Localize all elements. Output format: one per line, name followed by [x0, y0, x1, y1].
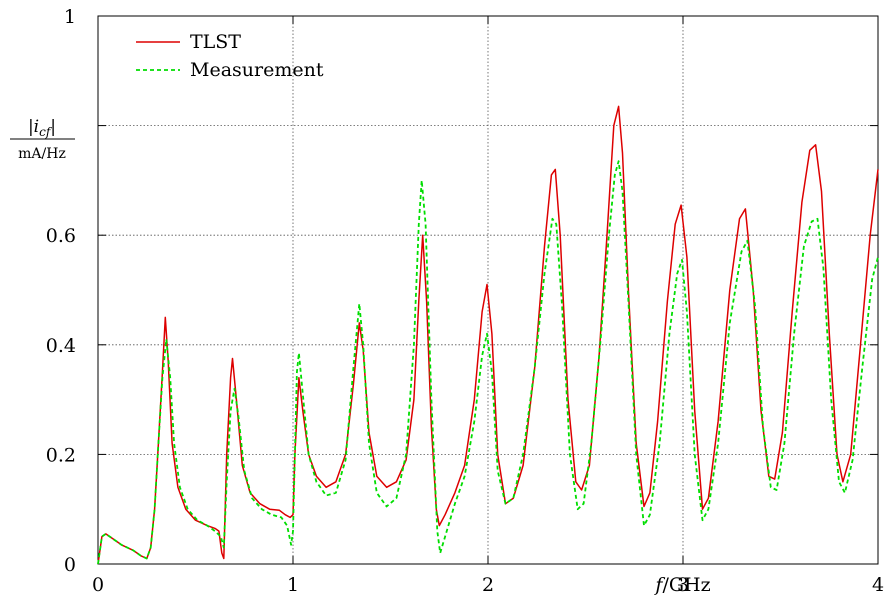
x-tick-label: 3: [677, 574, 689, 596]
y-tick-label: 0.6: [46, 225, 76, 247]
axis-tick-labels: 0 1 2 3 4 0 0.2 0.4 0.6 1: [46, 6, 884, 596]
x-axis-label-unit: /GHz: [662, 574, 710, 596]
x-tick-label: 0: [92, 574, 104, 596]
legend: TLST Measurement: [136, 31, 324, 81]
x-tick-label: 4: [872, 574, 884, 596]
legend-label-measurement: Measurement: [190, 59, 324, 81]
y-axis-label: |icf| mA/Hz: [10, 117, 75, 162]
series-line-tlst: [97, 105, 879, 565]
y-tick-label: 0.4: [46, 335, 76, 357]
x-tick-label: 2: [482, 574, 494, 596]
series-line-measurement: [97, 160, 879, 565]
y-tick-label: 1: [64, 6, 76, 28]
legend-label-tlst: TLST: [190, 31, 241, 53]
x-tick-label: 1: [287, 574, 299, 596]
y-axis-label-numerator: |icf|: [28, 117, 56, 139]
x-axis-label: f/GHz: [653, 574, 710, 596]
y-axis-label-denominator: mA/Hz: [18, 146, 66, 162]
y-tick-label: 0.2: [46, 444, 76, 466]
series-layer: [97, 105, 879, 565]
axis-ticks: [97, 15, 879, 565]
x-axis-label-variable: f: [653, 574, 665, 596]
y-tick-label: 0: [64, 554, 76, 576]
